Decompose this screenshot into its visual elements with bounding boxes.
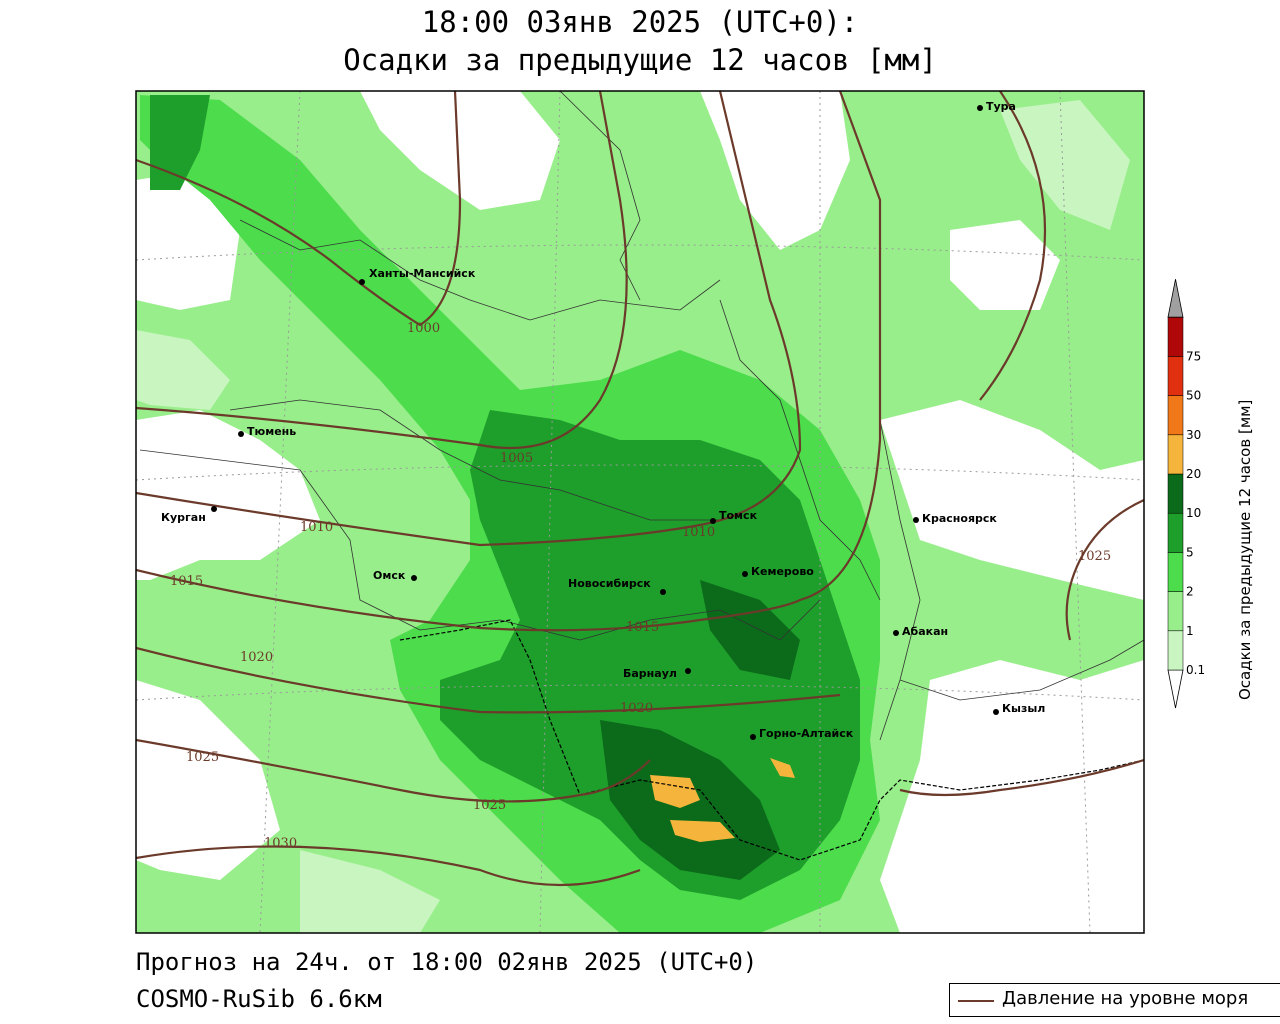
city-label: Омск (373, 569, 406, 582)
colorbar-tick-label: 2 (1186, 585, 1194, 599)
city-marker (411, 575, 417, 581)
isobar-label: 1005 (500, 451, 533, 466)
map-frame (135, 90, 1145, 934)
city-marker (913, 517, 919, 523)
colorbar-segment (1167, 512, 1184, 553)
city-label: Тура (986, 100, 1016, 113)
isobar-label: 1020 (620, 701, 653, 716)
colorbar-segment (1167, 356, 1184, 396)
isobar-label: 1010 (682, 525, 715, 540)
colorbar-title: Осадки за предыдущие 12 часов [мм] (1236, 399, 1254, 700)
graticule (136, 91, 1144, 933)
city-marker (211, 506, 217, 512)
isobars (136, 91, 1144, 887)
colorbar-tick-label: 50 (1186, 389, 1201, 403)
isobar-label: 1010 (300, 520, 333, 535)
isobar-label: 1015 (626, 620, 659, 635)
city-marker (685, 668, 691, 674)
colorbar: 0.1 1 2 5 10 20 30 50 75 (1167, 279, 1205, 709)
city-marker (977, 105, 983, 111)
city-marker (359, 279, 365, 285)
pressure-line-swatch (958, 1000, 994, 1002)
city-label: Горно-Алтайск (759, 727, 854, 740)
colorbar-tick-label: 75 (1186, 349, 1201, 363)
colorbar-tick-label: 30 (1186, 428, 1201, 442)
city-label: Томск (719, 509, 758, 522)
dry-areas (136, 91, 1144, 933)
city-label: Кемерово (751, 565, 814, 578)
colorbar-segment (1167, 630, 1184, 671)
colorbar-under-triangle (1167, 669, 1184, 709)
isobar-label: 1020 (240, 650, 273, 665)
cities: Тура Ханты-Мансийск Тюмень Курган Омск Т… (161, 100, 1045, 740)
colorbar-segment (1167, 316, 1184, 357)
isobar-label: 1015 (170, 574, 203, 589)
isobar-label: 1025 (186, 750, 219, 765)
colorbar-tick-label: 20 (1186, 467, 1201, 481)
map-title-time: 18:00 03янв 2025 (UTC+0): (421, 5, 859, 39)
colorbar-segment (1167, 434, 1184, 475)
model-name: COSMO-RuSib 6.6км (136, 985, 382, 1013)
colorbar-tick-label: 0.1 (1186, 663, 1205, 677)
isobar-labels: 1000 1005 1010 1010 1015 1015 1020 1020 … (170, 321, 1111, 851)
colorbar-over-triangle (1167, 279, 1184, 318)
city-label: Кызыл (1002, 702, 1045, 715)
isobar-label: 1025 (1078, 549, 1111, 564)
city-label: Курган (161, 511, 206, 524)
pressure-legend-label: Давление на уровне моря (1002, 988, 1249, 1009)
pressure-legend: Давление на уровне моря (949, 983, 1280, 1017)
colorbar-segment (1167, 591, 1184, 632)
city-label: Красноярск (922, 512, 997, 525)
map-area (136, 91, 1144, 933)
city-label: Новосибирск (568, 577, 651, 590)
city-label: Барнаул (623, 667, 677, 680)
precip-5mm (150, 95, 860, 900)
isobar-label: 1030 (264, 836, 297, 851)
city-marker (750, 734, 756, 740)
isobar-label: 1000 (407, 321, 440, 336)
city-label: Абакан (902, 625, 948, 638)
region-borders (139, 91, 1144, 741)
precip-1mm (136, 100, 1130, 933)
colorbar-segment (1167, 473, 1184, 514)
colorbar-tick-label: 5 (1186, 545, 1194, 559)
city-marker (742, 571, 748, 577)
city-marker (660, 589, 666, 595)
city-marker (710, 518, 716, 524)
colorbar-segment (1167, 395, 1184, 436)
city-label: Тюмень (247, 425, 296, 438)
map-title-variable: Осадки за предыдущие 12 часов [мм] (343, 43, 937, 77)
country-border (399, 619, 1144, 861)
isobar-label: 1025 (473, 798, 506, 813)
city-marker (893, 630, 899, 636)
city-label: Ханты-Мансийск (369, 267, 476, 280)
city-marker (993, 709, 999, 715)
colorbar-segment (1167, 552, 1184, 592)
forecast-info: Прогноз на 24ч. от 18:00 02янв 2025 (UTC… (136, 948, 758, 976)
city-marker (238, 431, 244, 437)
colorbar-tick-label: 10 (1186, 506, 1201, 520)
colorbar-tick-label: 1 (1186, 624, 1194, 638)
